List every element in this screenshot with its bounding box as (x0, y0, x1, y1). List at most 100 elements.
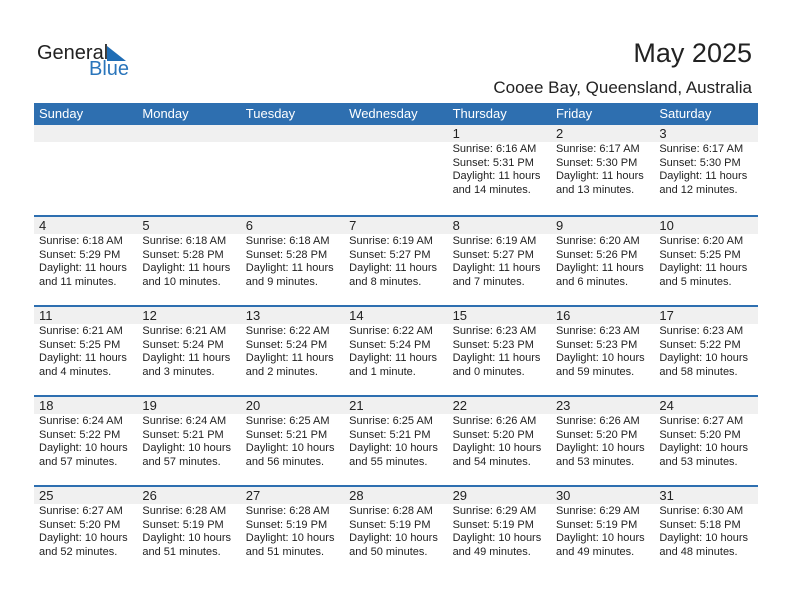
daylight-minutes-text: and 11 minutes. (39, 275, 117, 288)
day-info: Sunrise: 6:20 AM Sunset: 5:26 PM Daylight:… (556, 235, 654, 289)
daylight-text: Daylight: 10 hours (39, 532, 128, 544)
day-cell: 6 Sunrise: 6:18 AM Sunset: 5:28 PM Daylight… (241, 217, 344, 305)
sunrise-text: Sunrise: 6:26 AM (555, 415, 640, 427)
sunset-text: Sunset: 5:27 PM (349, 248, 431, 261)
weekday-sunday: Sunday (39, 106, 84, 121)
day-info: Sunrise: 6:26 AM Sunset: 5:20 PM Daylight:… (453, 415, 551, 469)
day-cell: 3 Sunrise: 6:17 AM Sunset: 5:30 PM Daylight… (654, 125, 757, 215)
day-info: Sunrise: 6:23 AM Sunset: 5:23 PM Daylight:… (556, 325, 654, 379)
day-cell: 11 Sunrise: 6:21 AM Sunset: 5:25 PM Dayligh… (34, 307, 137, 395)
sunrise-text: Sunrise: 6:25 AM (245, 415, 330, 427)
daylight-minutes-text: and 57 minutes. (142, 455, 221, 468)
day-cell: 7 Sunrise: 6:19 AM Sunset: 5:27 PM Daylight… (344, 217, 447, 305)
sunset-text: Sunset: 5:29 PM (39, 248, 121, 261)
day-number: 10 (659, 218, 674, 233)
daylight-text: Daylight: 11 hours (452, 352, 541, 364)
date-strip (34, 217, 758, 234)
calendar-week: 11 Sunrise: 6:21 AM Sunset: 5:25 PM Dayligh… (34, 305, 758, 395)
day-number: 28 (349, 488, 364, 503)
sunset-text: Sunset: 5:18 PM (659, 518, 741, 531)
daylight-text: Daylight: 10 hours (659, 352, 749, 364)
sunset-text: Sunset: 5:24 PM (245, 338, 328, 351)
daylight-minutes-text: and 8 minutes. (349, 275, 422, 288)
sunset-text: Sunset: 5:21 PM (349, 428, 431, 441)
day-number: 27 (245, 488, 261, 503)
daylight-text: Daylight: 11 hours (39, 352, 127, 364)
daylight-text: Daylight: 10 hours (245, 442, 335, 454)
day-number: 16 (555, 308, 571, 323)
day-info: Sunrise: 6:21 AM Sunset: 5:25 PM Daylight:… (39, 325, 137, 379)
daylight-text: Daylight: 11 hours (659, 262, 748, 274)
day-info: Sunrise: 6:22 AM Sunset: 5:24 PM Daylight:… (349, 325, 447, 379)
sunrise-text: Sunrise: 6:16 AM (452, 143, 537, 155)
day-info: Sunrise: 6:29 AM Sunset: 5:19 PM Daylight:… (556, 505, 654, 559)
day-number: 31 (659, 488, 674, 503)
sunrise-text: Sunrise: 6:21 AM (39, 325, 123, 337)
daylight-text: Daylight: 10 hours (349, 532, 438, 544)
logo-blue: Blue (89, 58, 130, 80)
day-info: Sunrise: 6:21 AM Sunset: 5:24 PM Daylight:… (142, 325, 240, 379)
day-number: 14 (349, 308, 364, 323)
day-cell: 30 Sunrise: 6:29 AM Sunset: 5:19 PM Dayligh… (551, 487, 654, 575)
sunset-text: Sunset: 5:20 PM (452, 428, 534, 441)
calendar-week: 25 Sunrise: 6:27 AM Sunset: 5:20 PM Dayligh… (34, 485, 758, 575)
daylight-minutes-text: and 52 minutes. (39, 545, 118, 558)
daylight-minutes-text: and 58 minutes. (659, 365, 738, 378)
weekday-saturday: Saturday (659, 106, 712, 121)
day-cell: 13 Sunrise: 6:22 AM Sunset: 5:24 PM Dayligh… (241, 307, 344, 395)
daylight-text: Daylight: 10 hours (39, 442, 128, 454)
daylight-minutes-text: and 2 minutes. (245, 365, 318, 378)
daylight-minutes-text: and 4 minutes. (39, 365, 112, 378)
sunrise-text: Sunrise: 6:17 AM (555, 143, 640, 155)
sunrise-text: Sunrise: 6:29 AM (452, 505, 537, 517)
sunrise-text: Sunrise: 6:28 AM (245, 505, 330, 517)
sunset-text: Sunset: 5:25 PM (659, 248, 741, 261)
daylight-minutes-text: and 53 minutes. (555, 455, 635, 468)
day-number: 4 (39, 218, 47, 233)
sunset-text: Sunset: 5:19 PM (245, 518, 328, 531)
sunrise-text: Sunrise: 6:26 AM (452, 415, 537, 427)
date-strip (34, 487, 758, 504)
sunset-text: Sunset: 5:21 PM (142, 428, 224, 441)
daylight-text: Daylight: 10 hours (555, 352, 645, 364)
daylight-text: Daylight: 11 hours (39, 262, 127, 274)
day-cell: 17 Sunrise: 6:23 AM Sunset: 5:22 PM Dayligh… (654, 307, 757, 395)
day-info: Sunrise: 6:27 AM Sunset: 5:20 PM Daylight:… (659, 415, 757, 469)
daylight-minutes-text: and 49 minutes. (555, 545, 635, 558)
daylight-minutes-text: and 14 minutes. (452, 183, 531, 196)
day-info: Sunrise: 6:18 AM Sunset: 5:29 PM Daylight:… (39, 235, 137, 289)
daylight-minutes-text: and 48 minutes. (659, 545, 738, 558)
day-info: Sunrise: 6:18 AM Sunset: 5:28 PM Daylight:… (142, 235, 240, 289)
weekday-tuesday: Tuesday (245, 106, 296, 121)
sunrise-text: Sunrise: 6:23 AM (452, 325, 537, 337)
day-info: Sunrise: 6:20 AM Sunset: 5:25 PM Daylight:… (659, 235, 757, 289)
daylight-minutes-text: and 51 minutes. (245, 545, 325, 558)
sunrise-text: Sunrise: 6:24 AM (142, 415, 227, 427)
daylight-minutes-text: and 12 minutes. (659, 183, 738, 196)
daylight-text: Daylight: 10 hours (555, 532, 645, 544)
weekday-header: Sunday Monday Tuesday Wednesday Thursday… (34, 103, 758, 125)
sunrise-text: Sunrise: 6:28 AM (349, 505, 433, 517)
sunset-text: Sunset: 5:24 PM (349, 338, 431, 351)
daylight-text: Daylight: 10 hours (555, 442, 645, 454)
day-info: Sunrise: 6:29 AM Sunset: 5:19 PM Daylight:… (453, 505, 551, 559)
sunset-text: Sunset: 5:22 PM (39, 428, 121, 441)
day-number: 6 (245, 218, 254, 233)
daylight-minutes-text: and 0 minutes. (452, 365, 525, 378)
daylight-text: Daylight: 10 hours (142, 532, 232, 544)
daylight-minutes-text: and 53 minutes. (659, 455, 738, 468)
day-number: 8 (452, 218, 460, 233)
day-info: Sunrise: 6:28 AM Sunset: 5:19 PM Daylight:… (142, 505, 240, 559)
daylight-minutes-text: and 9 minutes. (245, 275, 318, 288)
day-number: 1 (452, 126, 460, 141)
daylight-minutes-text: and 55 minutes. (349, 455, 428, 468)
day-cell: 16 Sunrise: 6:23 AM Sunset: 5:23 PM Dayligh… (551, 307, 654, 395)
daylight-minutes-text: and 49 minutes. (452, 545, 531, 558)
sunrise-text: Sunrise: 6:19 AM (349, 235, 433, 247)
sunrise-text: Sunrise: 6:18 AM (245, 235, 330, 247)
page-title: May 2025 (633, 38, 752, 68)
daylight-minutes-text: and 57 minutes. (39, 455, 118, 468)
sunrise-text: Sunrise: 6:27 AM (39, 505, 123, 517)
calendar-grid: 1 Sunrise: 6:16 AM Sunset: 5:31 PM Daylight… (34, 125, 758, 575)
day-info: Sunrise: 6:25 AM Sunset: 5:21 PM Daylight:… (349, 415, 447, 469)
